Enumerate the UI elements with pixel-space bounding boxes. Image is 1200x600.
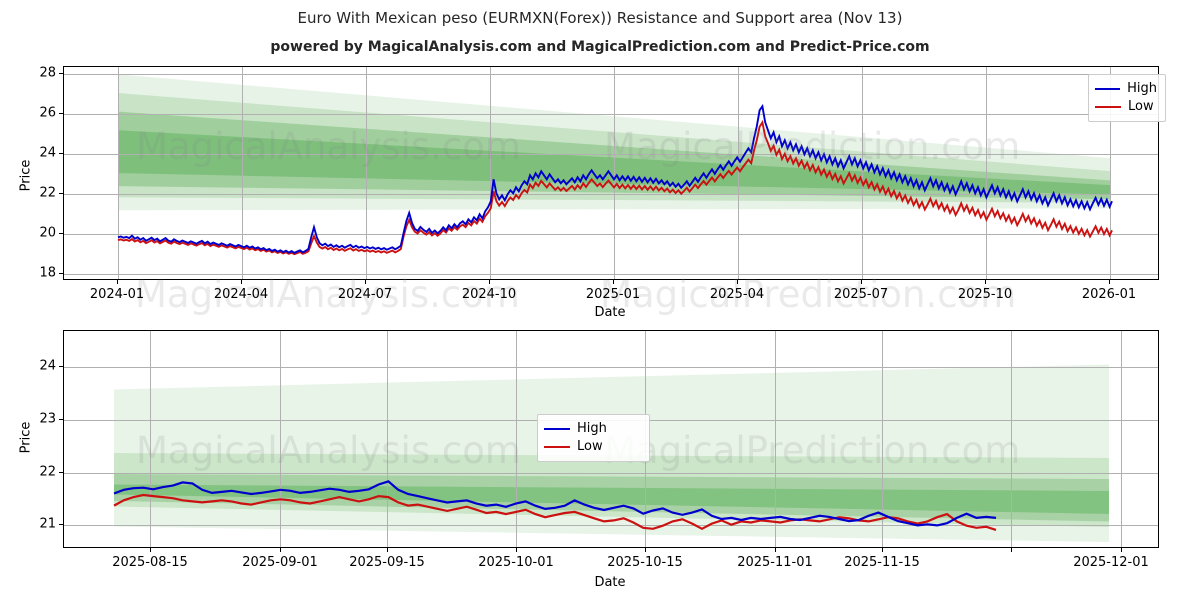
legend-item-low[interactable]: Low: [544, 438, 641, 456]
legend-label-high: High: [577, 421, 607, 436]
top-xtick-label: 2024-01: [89, 287, 145, 302]
bottom-xtick-label: 2025-09-15: [349, 555, 425, 570]
bottom-ytick-22: 22: [39, 464, 56, 480]
top-x-axis-label: Date: [594, 305, 626, 320]
legend-label-high: High: [1127, 81, 1157, 96]
legend-item-high[interactable]: High: [1095, 80, 1157, 98]
top-xtick-label: 2025-04: [709, 287, 765, 302]
bottom-xtick-mark: [645, 548, 647, 552]
bottom-xtick-label: 2025-10-15: [607, 555, 683, 570]
top-ytick-mark: [59, 113, 63, 115]
top-xtick-label: 2025-10: [957, 287, 1013, 302]
top-xtick-mark: [365, 280, 367, 284]
top-ytick-mark: [59, 273, 63, 275]
top-xtick-mark: [737, 280, 739, 284]
top-ytick-18: 18: [39, 265, 56, 281]
top-plot-area: MagicalAnalysis.com MagicalPrediction.co…: [63, 66, 1159, 280]
bottom-ytick-mark: [59, 472, 63, 474]
top-xtick-label: 2026-01: [1081, 287, 1137, 302]
top-xtick-label: 2024-10: [461, 287, 517, 302]
bottom-xtick-mark: [150, 548, 152, 552]
bottom-xtick-label: 2025-12-01: [1073, 555, 1149, 570]
top-ytick-26: 26: [39, 105, 56, 121]
page-subtitle: powered by MagicalAnalysis.com and Magic…: [270, 39, 930, 55]
top-ytick-24: 24: [39, 145, 56, 161]
legend-item-high[interactable]: High: [544, 420, 641, 438]
bottom-xtick-label: 2025-08-15: [112, 555, 188, 570]
bottom-low-line: [113, 493, 997, 531]
legend-swatch-high: [544, 428, 570, 430]
top-xtick-label: 2025-01: [585, 287, 641, 302]
bottom-xtick-mark: [280, 548, 282, 552]
bottom-ytick-24: 24: [39, 358, 56, 374]
top-xtick-mark: [489, 280, 491, 284]
bottom-xtick-label: 2025-11-15: [844, 555, 920, 570]
top-gridlines: [64, 67, 1158, 279]
top-ytick-mark: [59, 193, 63, 195]
legend-label-low: Low: [1128, 99, 1154, 114]
top-legend[interactable]: High Low: [1088, 74, 1166, 122]
top-ytick-20: 20: [39, 225, 56, 241]
top-ytick-mark: [59, 153, 63, 155]
top-xtick-mark: [1109, 280, 1111, 284]
top-xtick-mark: [985, 280, 987, 284]
top-ytick-22: 22: [39, 185, 56, 201]
top-ytick-mark: [59, 233, 63, 235]
bottom-xtick-mark: [516, 548, 518, 552]
bottom-legend[interactable]: High Low: [537, 414, 650, 462]
top-xtick-mark: [861, 280, 863, 284]
bottom-xtick-label: 2025-10-01: [478, 555, 554, 570]
bottom-xtick-label: 2025-09-01: [242, 555, 318, 570]
top-xtick-label: 2024-04: [213, 287, 269, 302]
bottom-band-core: [114, 484, 1109, 514]
bottom-chart-panel: Price 24 23 22 21: [0, 320, 1200, 600]
bottom-ytick-mark: [59, 366, 63, 368]
bottom-high-line: [113, 480, 997, 527]
bottom-xtick-mark: [387, 548, 389, 552]
bottom-ytick-23: 23: [39, 411, 56, 427]
top-ytick-mark: [59, 73, 63, 75]
top-ytick-28: 28: [39, 65, 56, 81]
top-chart-panel: Price 28 26 24 22 20 18: [19, 65, 1166, 320]
top-xtick-mark: [613, 280, 615, 284]
bottom-ytick-mark: [59, 524, 63, 526]
bottom-xtick-mark: [1011, 548, 1013, 552]
top-xtick-label: 2024-07: [337, 287, 393, 302]
bottom-xtick-mark: [1121, 548, 1123, 552]
page-title: Euro With Mexican peso (EURMXN(Forex)) R…: [297, 9, 903, 27]
legend-swatch-high: [1095, 88, 1121, 90]
bottom-xtick-mark: [882, 548, 884, 552]
top-chart-svg: [64, 67, 1158, 279]
top-low-line: [117, 119, 1113, 256]
top-xtick-mark: [117, 280, 119, 284]
bottom-xtick-label: 2025-11-01: [737, 555, 813, 570]
top-xtick-label: 2025-07: [833, 287, 889, 302]
legend-swatch-low: [1095, 106, 1121, 108]
bottom-ytick-mark: [59, 419, 63, 421]
legend-item-low[interactable]: Low: [1095, 98, 1157, 116]
top-xtick-mark: [241, 280, 243, 284]
bottom-xtick-mark: [775, 548, 777, 552]
title-block: Euro With Mexican peso (EURMXN(Forex)) R…: [0, 0, 1200, 57]
legend-label-low: Low: [577, 439, 603, 454]
bottom-x-axis-label: Date: [594, 575, 626, 590]
top-high-line: [117, 103, 1113, 254]
legend-swatch-low: [544, 446, 570, 448]
bottom-ytick-21: 21: [39, 516, 56, 532]
